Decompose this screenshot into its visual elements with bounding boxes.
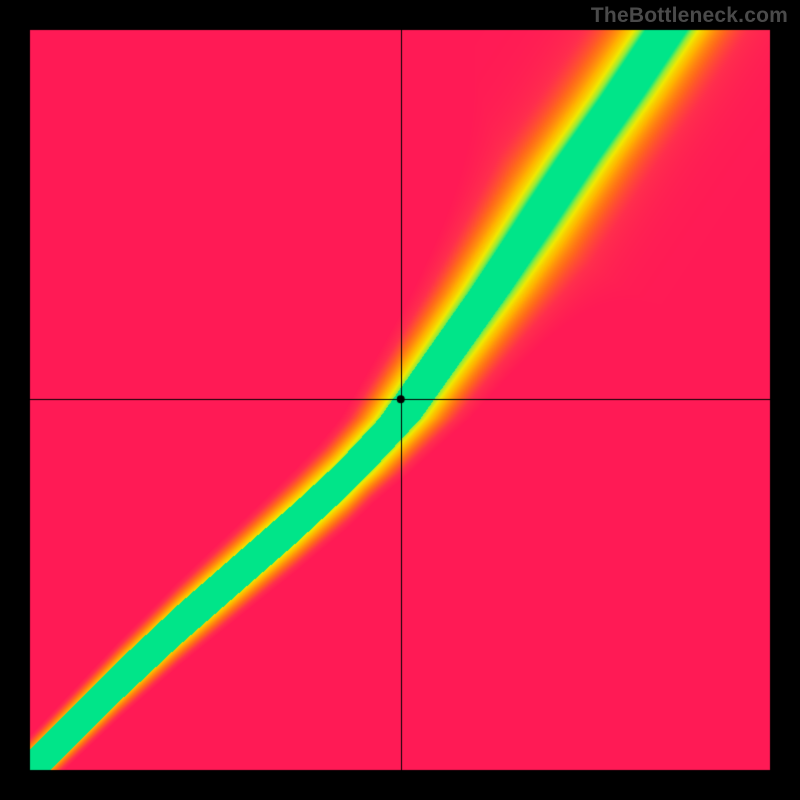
chart-container: TheBottleneck.com bbox=[0, 0, 800, 800]
watermark-text: TheBottleneck.com bbox=[591, 4, 788, 28]
bottleneck-heatmap bbox=[0, 0, 800, 800]
